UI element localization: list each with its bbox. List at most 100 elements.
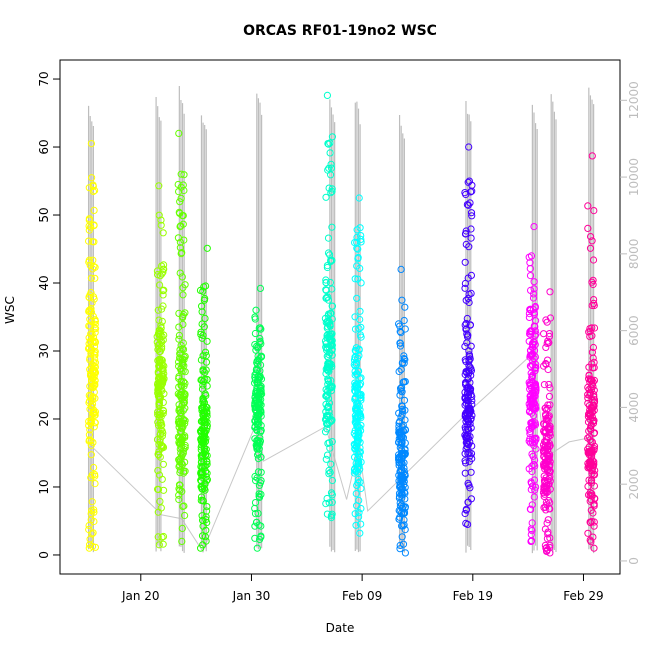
data-point bbox=[590, 391, 598, 399]
data-point bbox=[327, 460, 335, 468]
data-point bbox=[203, 476, 211, 484]
x-tick-label: Feb 29 bbox=[563, 589, 603, 603]
data-point bbox=[253, 342, 261, 350]
data-point bbox=[158, 444, 166, 452]
data-point bbox=[86, 291, 94, 299]
data-point bbox=[532, 445, 540, 453]
data-point bbox=[585, 427, 593, 435]
data-point bbox=[159, 460, 167, 468]
data-point bbox=[177, 453, 185, 461]
data-point bbox=[328, 223, 336, 231]
data-point bbox=[400, 508, 408, 516]
data-point bbox=[400, 316, 408, 325]
data-point bbox=[85, 294, 93, 302]
data-point bbox=[322, 500, 330, 508]
data-point bbox=[546, 505, 554, 513]
y-tick-label: 60 bbox=[37, 139, 51, 154]
data-point bbox=[591, 466, 599, 475]
data-point bbox=[351, 441, 359, 449]
data-point bbox=[159, 291, 167, 299]
data-point bbox=[156, 335, 164, 343]
data-point bbox=[154, 383, 162, 391]
data-point bbox=[353, 233, 361, 241]
data-point bbox=[401, 303, 409, 311]
y2-tick-label: 12000 bbox=[627, 81, 641, 119]
data-point bbox=[587, 438, 595, 446]
data-point bbox=[326, 309, 334, 318]
data-point bbox=[326, 444, 334, 452]
data-point bbox=[354, 451, 362, 459]
data-point bbox=[155, 330, 163, 339]
data-point bbox=[92, 325, 100, 333]
data-point bbox=[324, 249, 333, 257]
data-point bbox=[160, 390, 168, 398]
data-point bbox=[587, 375, 595, 383]
y2-tick-label: 4000 bbox=[627, 392, 641, 423]
data-point bbox=[154, 533, 162, 541]
data-point bbox=[400, 355, 408, 363]
data-point bbox=[466, 321, 474, 329]
data-point bbox=[398, 383, 406, 392]
data-point bbox=[398, 533, 406, 541]
data-point bbox=[179, 406, 187, 414]
data-point bbox=[197, 476, 205, 484]
data-point bbox=[584, 449, 593, 457]
data-point bbox=[322, 400, 330, 408]
data-point bbox=[586, 378, 594, 386]
data-point bbox=[399, 359, 407, 367]
data-point bbox=[584, 224, 592, 232]
data-point bbox=[590, 518, 598, 526]
data-point bbox=[527, 478, 535, 486]
data-point bbox=[159, 336, 167, 344]
data-point bbox=[401, 426, 409, 434]
data-point bbox=[531, 353, 540, 361]
data-point bbox=[323, 344, 331, 352]
data-point bbox=[85, 437, 93, 445]
data-point bbox=[326, 468, 334, 477]
data-point bbox=[176, 238, 184, 246]
data-point bbox=[540, 427, 548, 435]
data-point bbox=[178, 345, 186, 353]
data-point bbox=[256, 334, 264, 343]
data-point bbox=[462, 358, 470, 366]
data-point bbox=[529, 482, 537, 490]
y2-tick-label: 6000 bbox=[627, 315, 641, 346]
data-point bbox=[541, 442, 550, 450]
data-point bbox=[356, 264, 364, 272]
data-point bbox=[328, 345, 336, 353]
data-point bbox=[251, 399, 259, 407]
data-point bbox=[356, 529, 364, 537]
data-point bbox=[584, 394, 592, 402]
data-point bbox=[251, 472, 259, 481]
data-point bbox=[181, 281, 189, 289]
data-point bbox=[324, 387, 332, 395]
data-point bbox=[400, 352, 408, 360]
y-tick-label: 40 bbox=[37, 275, 51, 290]
data-point bbox=[159, 409, 167, 417]
data-point bbox=[543, 339, 551, 347]
data-point bbox=[88, 368, 96, 376]
data-point bbox=[540, 381, 549, 389]
data-point bbox=[587, 460, 595, 468]
data-point bbox=[198, 532, 207, 540]
data-point bbox=[174, 418, 183, 426]
data-point bbox=[357, 279, 365, 287]
data-point bbox=[530, 285, 538, 293]
data-point bbox=[178, 524, 186, 533]
data-point bbox=[201, 314, 209, 322]
data-point bbox=[467, 367, 475, 375]
data-point bbox=[85, 307, 93, 315]
data-point bbox=[585, 363, 593, 371]
data-point bbox=[203, 337, 211, 345]
y-tick-label: 70 bbox=[37, 71, 51, 86]
data-point bbox=[199, 541, 207, 549]
data-point bbox=[159, 406, 167, 414]
data-point bbox=[155, 211, 163, 219]
x-tick-label: Feb 09 bbox=[342, 589, 382, 603]
data-point bbox=[328, 337, 336, 345]
data-point bbox=[179, 378, 188, 386]
data-point bbox=[545, 392, 554, 400]
data-point bbox=[464, 274, 472, 282]
data-point bbox=[544, 414, 552, 422]
data-point bbox=[463, 339, 471, 347]
